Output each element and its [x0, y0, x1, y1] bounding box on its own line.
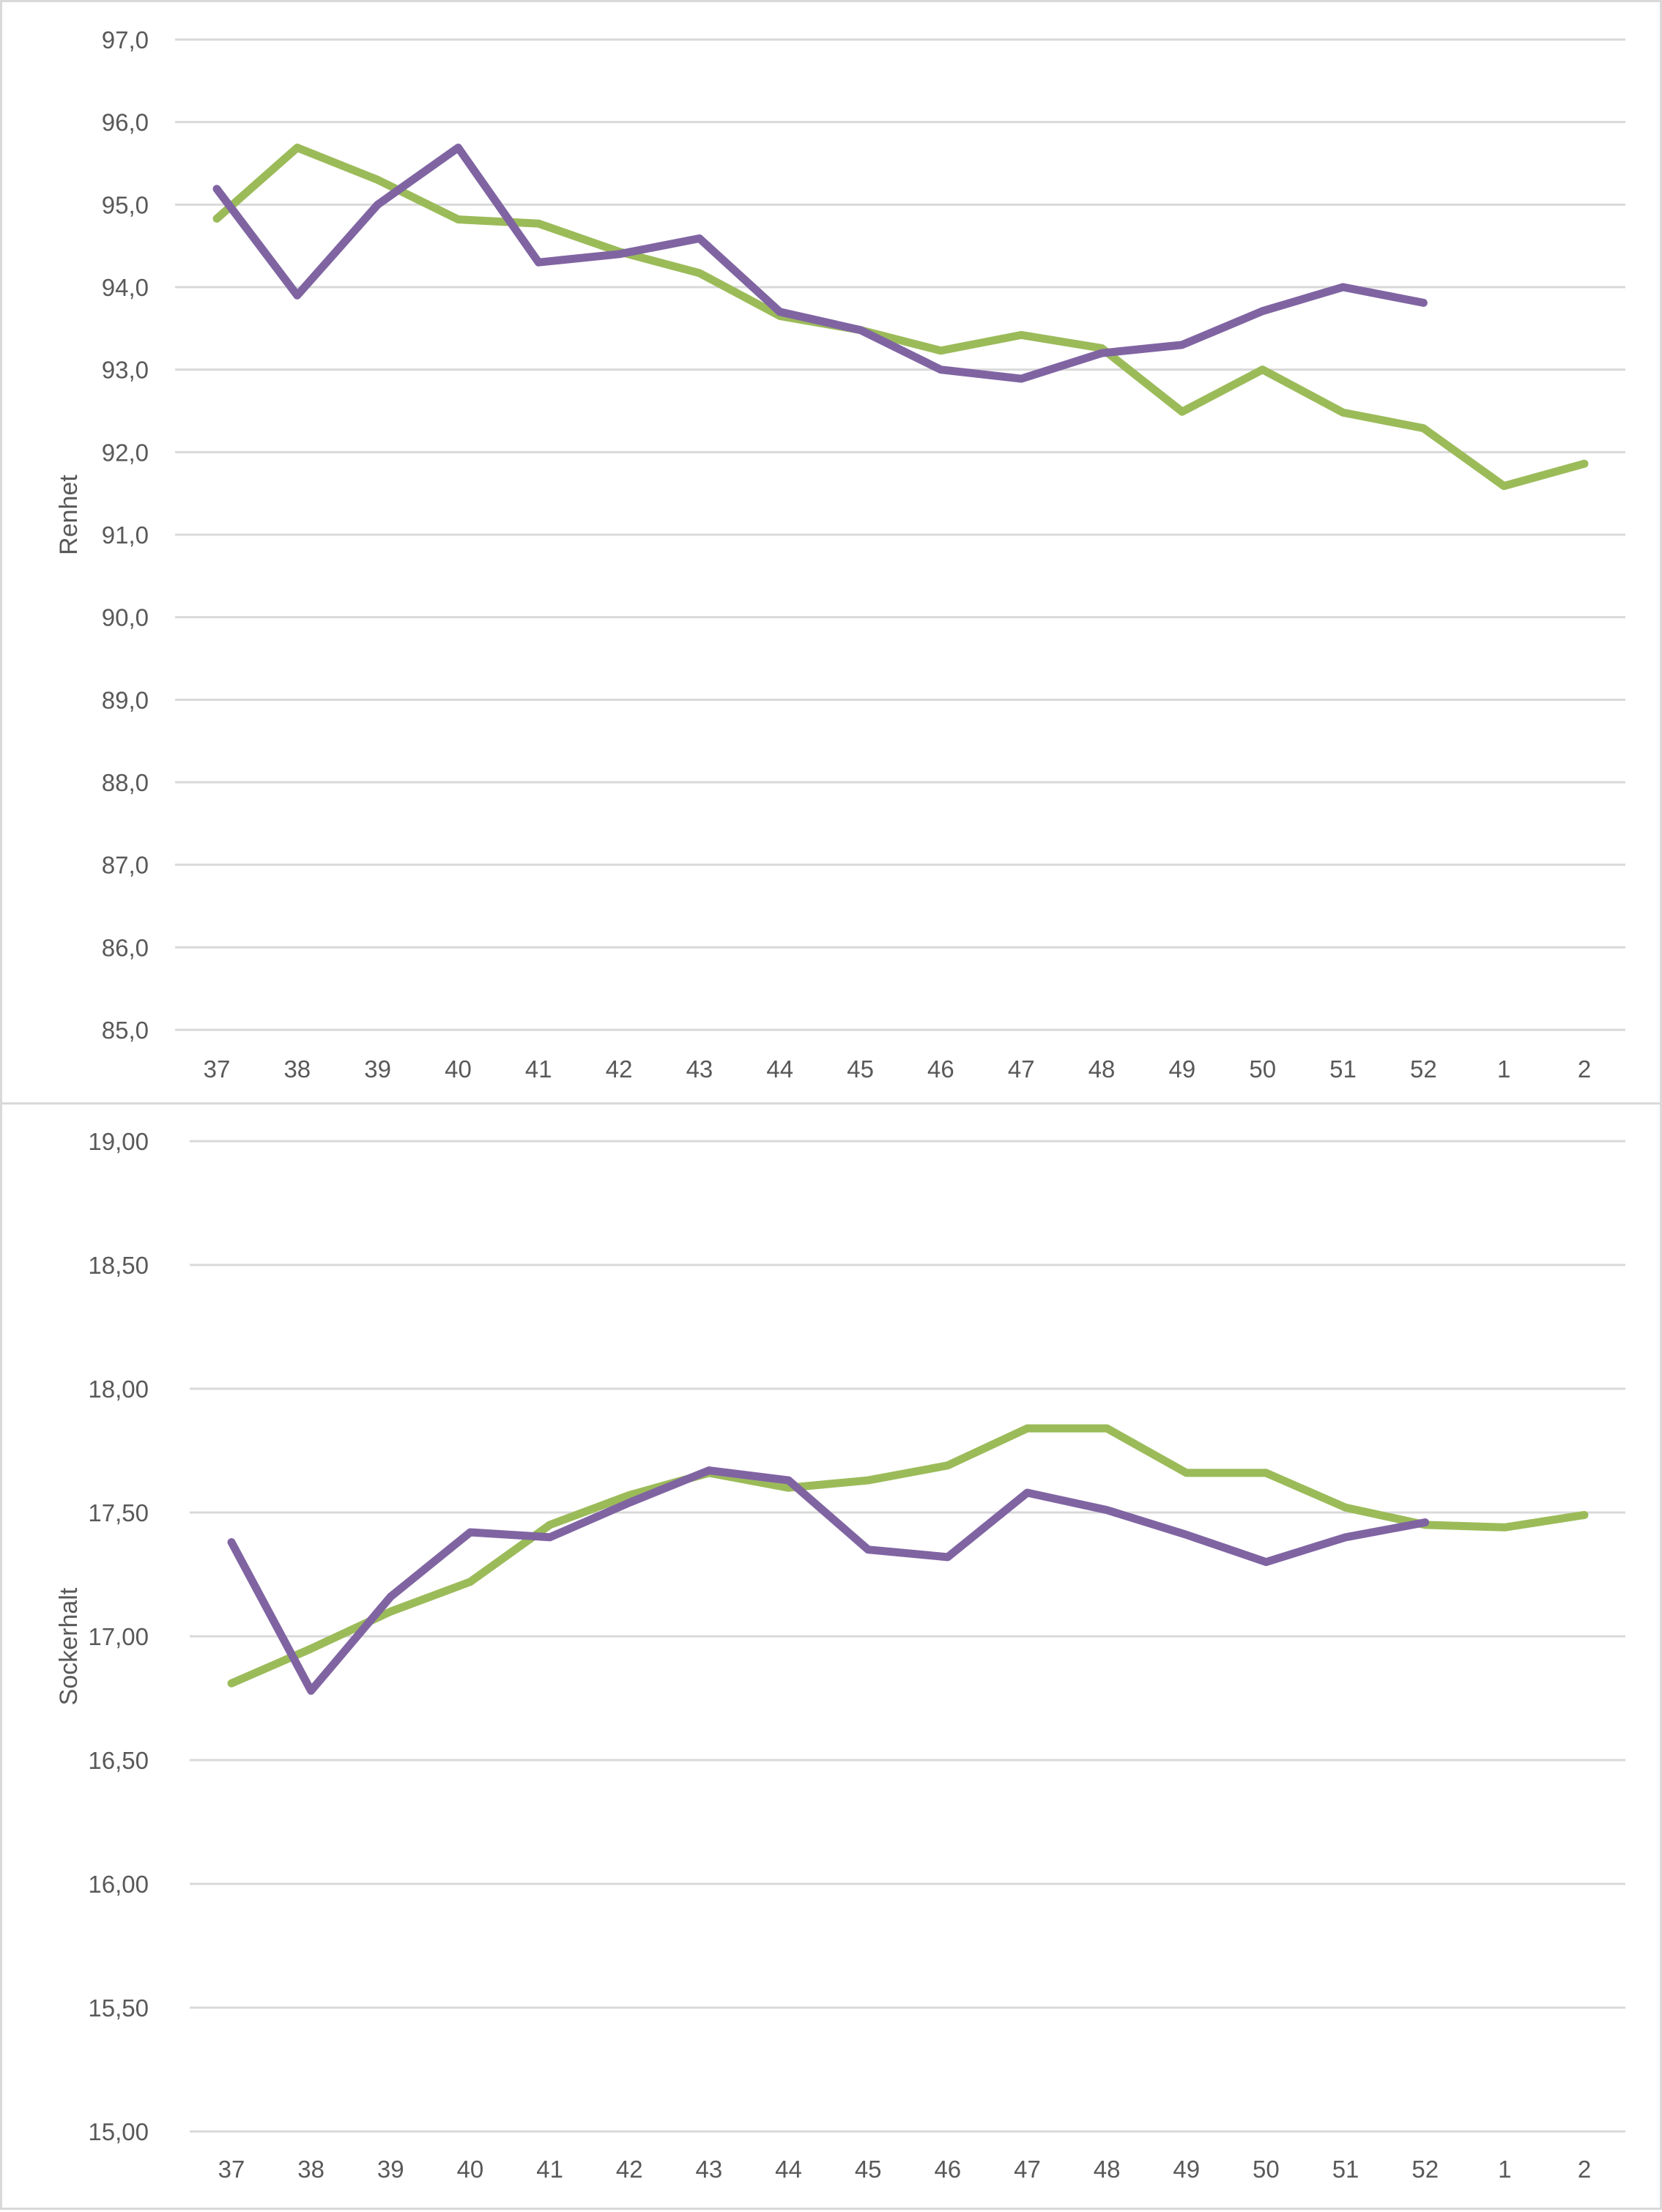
x-tick-label: 49	[1173, 2156, 1200, 2183]
x-tick-label: 41	[536, 2156, 563, 2183]
x-tick-label: 38	[283, 1055, 311, 1083]
y-tick-label: 15,50	[88, 1994, 149, 2022]
y-tick-label: 18,00	[88, 1376, 149, 1403]
x-tick-label: 44	[775, 2156, 802, 2183]
x-tick-label: 45	[855, 2156, 882, 2183]
x-tick-label: 37	[218, 2156, 245, 2183]
x-tick-label: 1	[1498, 2156, 1511, 2183]
y-tick-label: 17,00	[88, 1623, 149, 1650]
y-tick-label: 15,00	[88, 2118, 149, 2145]
x-tick-label: 39	[364, 1055, 391, 1083]
y-axis-title: Sockerhalt	[55, 1587, 83, 1705]
x-tick-label: 43	[686, 1055, 713, 1083]
x-tick-label: 52	[1410, 1055, 1437, 1083]
sockerhalt-chart: Sockerhalt 15,00 15,50 16,00 16,50 17,00 17,5…	[0, 1102, 1662, 2210]
y-tick-label: 96,0	[102, 109, 149, 136]
x-tick-label: 43	[696, 2156, 723, 2183]
y-tick-label: 86,0	[102, 934, 149, 961]
x-tick-label: 46	[934, 2156, 961, 2183]
x-tick-label: 48	[1094, 2156, 1121, 2183]
y-tick-label: 90,0	[102, 604, 149, 631]
x-tick-label: 42	[606, 1055, 633, 1083]
y-tick-label: 87,0	[102, 852, 149, 879]
y-tick-label: 93,0	[102, 357, 149, 384]
x-tick-label: 50	[1253, 2156, 1280, 2183]
x-tick-label: 51	[1332, 2156, 1359, 2183]
x-tick-label: 51	[1329, 1055, 1357, 1083]
x-tick-label: 48	[1088, 1055, 1116, 1083]
y-tick-label: 97,0	[102, 26, 149, 53]
y-axis-title: Renhet	[55, 475, 83, 555]
x-tick-label: 1	[1497, 1055, 1510, 1083]
renhet-chart-svg: Renhet 85,0 86,0 87,0 88,0 89,0 90,0 91,0 92,0 9…	[2, 2, 1662, 1107]
y-tick-label: 92,0	[102, 439, 149, 466]
x-tick-label: 2	[1578, 2156, 1591, 2183]
y-tick-label: 91,0	[102, 522, 149, 549]
y-tick-label: 85,0	[102, 1017, 149, 1044]
x-tick-label: 40	[457, 2156, 484, 2183]
y-tick-label: 16,50	[88, 1747, 149, 1774]
x-tick-label: 41	[525, 1055, 552, 1083]
series-line-green	[217, 148, 1584, 486]
x-tick-label: 38	[297, 2156, 324, 2183]
x-tick-label: 2	[1578, 1055, 1591, 1083]
x-tick-label: 44	[766, 1055, 793, 1083]
y-tick-label: 19,00	[88, 1128, 149, 1155]
x-tick-label: 40	[445, 1055, 472, 1083]
y-tick-label: 17,50	[88, 1499, 149, 1526]
x-tick-label: 45	[847, 1055, 874, 1083]
y-tick-label: 18,50	[88, 1252, 149, 1279]
y-tick-label: 95,0	[102, 191, 149, 218]
series-line-purple	[217, 148, 1423, 379]
renhet-chart: Renhet 85,0 86,0 87,0 88,0 89,0 90,0 91,0 92,0 9…	[0, 0, 1662, 1105]
sockerhalt-chart-svg: Sockerhalt 15,00 15,50 16,00 16,50 17,00 17,5…	[2, 1105, 1662, 2212]
x-tick-label: 49	[1169, 1055, 1196, 1083]
series-line-purple	[231, 1471, 1425, 1691]
x-tick-label: 47	[1014, 2156, 1041, 2183]
x-tick-label: 47	[1008, 1055, 1035, 1083]
y-tick-label: 88,0	[102, 769, 149, 796]
y-tick-label: 89,0	[102, 686, 149, 713]
x-tick-label: 46	[927, 1055, 954, 1083]
x-tick-label: 42	[616, 2156, 643, 2183]
y-tick-label: 16,00	[88, 1871, 149, 1898]
x-tick-label: 37	[204, 1055, 231, 1083]
x-tick-label: 52	[1411, 2156, 1439, 2183]
x-tick-label: 39	[377, 2156, 404, 2183]
y-tick-label: 94,0	[102, 274, 149, 301]
x-tick-label: 50	[1249, 1055, 1276, 1083]
